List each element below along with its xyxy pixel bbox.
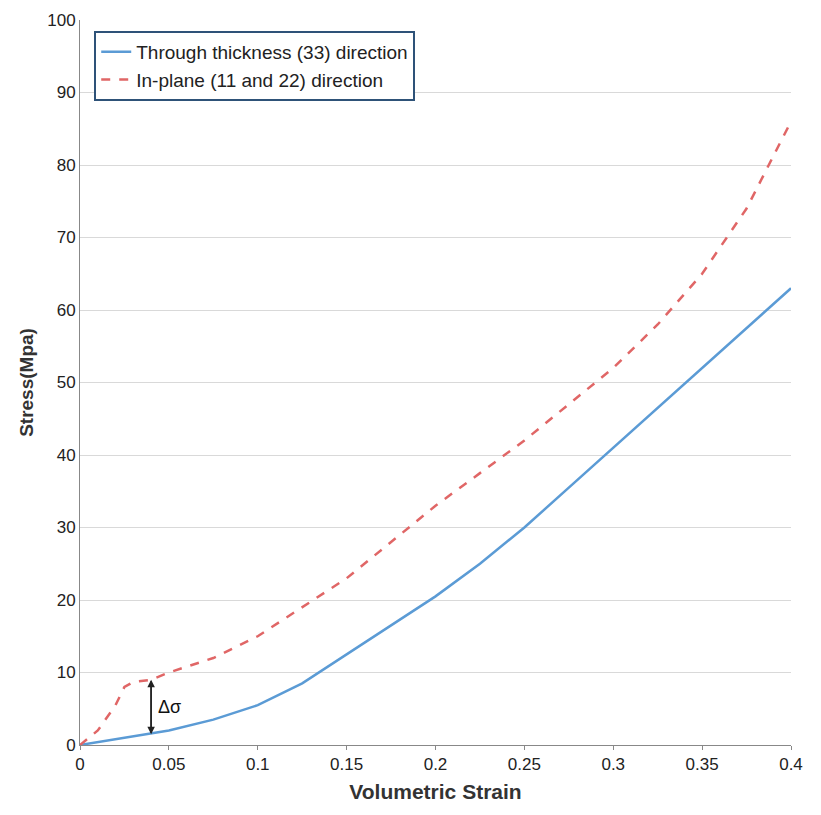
svg-text:50: 50 xyxy=(57,373,76,392)
svg-text:Through thickness (33) directi: Through thickness (33) direction xyxy=(136,42,407,63)
svg-text:100: 100 xyxy=(47,11,75,30)
svg-text:Δσ: Δσ xyxy=(158,697,181,717)
svg-text:20: 20 xyxy=(57,591,76,610)
svg-text:0: 0 xyxy=(75,755,84,774)
svg-text:60: 60 xyxy=(57,301,76,320)
svg-text:90: 90 xyxy=(57,83,76,102)
svg-text:40: 40 xyxy=(57,446,76,465)
svg-text:In-plane (11 and 22) direction: In-plane (11 and 22) direction xyxy=(136,70,383,91)
svg-text:0.15: 0.15 xyxy=(330,755,363,774)
svg-text:70: 70 xyxy=(57,228,76,247)
svg-text:0.2: 0.2 xyxy=(424,755,448,774)
svg-text:30: 30 xyxy=(57,518,76,537)
svg-text:0.25: 0.25 xyxy=(508,755,541,774)
svg-text:Volumetric Strain: Volumetric Strain xyxy=(349,780,521,803)
svg-text:Stress(Mpa): Stress(Mpa) xyxy=(16,328,37,437)
svg-text:0.05: 0.05 xyxy=(152,755,185,774)
svg-text:0.1: 0.1 xyxy=(246,755,270,774)
svg-text:0.35: 0.35 xyxy=(686,755,719,774)
svg-text:0.4: 0.4 xyxy=(779,755,803,774)
svg-text:10: 10 xyxy=(57,663,76,682)
svg-text:80: 80 xyxy=(57,156,76,175)
svg-text:0: 0 xyxy=(66,736,75,755)
svg-text:0.3: 0.3 xyxy=(601,755,625,774)
